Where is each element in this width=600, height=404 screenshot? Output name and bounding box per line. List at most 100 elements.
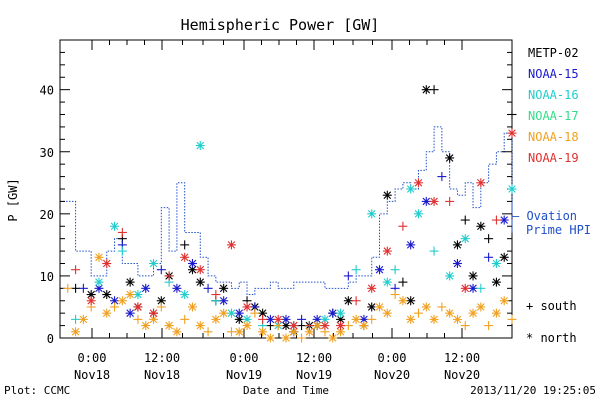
south-point [351,265,361,275]
north-point [507,128,517,138]
north-point [320,321,330,331]
north-point [468,283,478,293]
marker-stroke [508,185,516,193]
marker-stroke [110,296,119,305]
south-point [460,215,470,225]
marker-stroke [406,296,415,305]
north-point [281,333,291,343]
south-point [437,172,447,182]
x-tick-time-label: 12:00 [144,351,180,365]
x-tick-date-label: Nov20 [444,368,480,382]
marker-stroke [328,309,337,317]
north-point [226,308,236,318]
y-tick-label: 20 [40,208,54,222]
marker-stroke [367,210,376,218]
marker-stroke [383,309,392,317]
plot-frame [59,39,513,339]
marker-stroke [126,290,134,299]
south-point [110,302,120,312]
marker-stroke [188,265,197,274]
marker-stroke [399,296,407,305]
marker-stroke [243,315,251,324]
marker-stroke [328,334,337,342]
north-point [234,327,244,337]
north-point [445,153,455,163]
x-tick-time-label: 0:00 [378,351,407,365]
marker-stroke [406,315,415,324]
north-point [499,252,509,262]
south-point [203,283,213,293]
north-point [86,290,96,300]
north-point [476,221,486,231]
marker-stroke [235,309,244,317]
marker-stroke [165,321,173,330]
north-point [499,215,509,225]
south-point [180,240,190,250]
x-tick-date-label: Nov18 [144,368,180,382]
north-point [172,283,182,293]
north-point [452,240,462,250]
north-point [336,321,346,331]
south-point [390,265,400,275]
marker-stroke [149,259,158,268]
north-point [258,327,268,337]
legend-entry: NOAA-16 [528,88,579,102]
north-point [413,178,423,188]
marker-stroke [196,141,205,150]
north-point [187,259,197,268]
marker-stroke [118,296,127,305]
north-point [242,302,252,312]
marker-stroke [134,303,142,311]
south-point [297,333,307,343]
marker-stroke [258,328,267,336]
north-point [102,259,112,268]
north-point [110,221,120,231]
south-point [203,327,213,337]
north-point [476,178,486,188]
marker-stroke [445,309,454,317]
north-point [195,141,205,151]
north-point [180,290,190,300]
legend-entry: NOAA-15 [528,67,579,81]
marker-stroke [227,309,236,317]
marker-stroke [157,296,166,305]
marker-stroke [336,328,345,336]
north-point [452,314,462,324]
marker-stroke [196,265,205,274]
south-point [343,321,353,331]
marker-stroke [492,309,501,317]
marker-stroke [258,309,267,317]
north-point [328,308,338,318]
marker-stroke [336,315,345,324]
marker-stroke [87,296,95,305]
marker-stroke [477,303,485,311]
marker-stroke [383,191,392,199]
marker-stroke [352,315,360,324]
y-tick-label: 30 [40,146,54,160]
legend-entry: METP-02 [528,46,579,60]
marker-stroke [461,234,470,243]
marker-stroke [492,278,501,286]
south-point [211,290,221,300]
south-point [484,252,494,262]
north-point [164,321,174,331]
marker-stroke [469,309,477,317]
marker-stroke [196,278,205,286]
north-point [367,283,377,293]
north-point [133,302,143,312]
x-tick-date-label: Nov19 [226,368,262,382]
marker-stroke [274,315,282,324]
north-point [491,308,501,318]
marker-legend-entry: + south [526,299,577,313]
north-point [413,209,423,219]
marker-stroke [453,259,462,268]
marker-stroke [406,185,415,193]
marker-stroke [219,296,228,305]
marker-stroke [430,315,438,324]
south-point [164,271,174,281]
marker-stroke [321,321,329,330]
north-point [491,277,501,287]
north-point [406,314,416,324]
marker-stroke [219,309,228,317]
north-point [367,209,377,219]
